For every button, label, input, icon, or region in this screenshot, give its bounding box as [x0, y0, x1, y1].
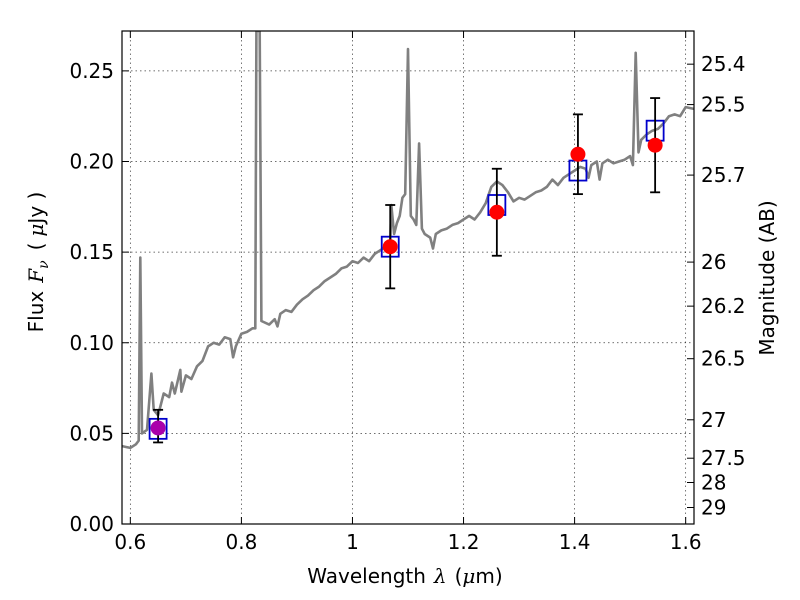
spectrum-line [122, 31, 694, 450]
x-tick-label: 1.6 [670, 530, 702, 554]
magnitude-tick-label: 25.7 [701, 163, 746, 187]
plot-frame [121, 30, 695, 525]
magnitude-tick-label: 25.4 [701, 52, 746, 76]
magnitude-tick-label: 27.5 [701, 446, 746, 470]
magnitude-tick-label: 26 [701, 250, 726, 274]
magnitude-tick-label: 28 [701, 470, 726, 494]
observed-photometry-points [150, 97, 663, 444]
x-tick-label: 1.2 [448, 530, 480, 554]
y-tick-label: 0.15 [69, 240, 114, 264]
magnitude-tick-label: 26.2 [701, 294, 746, 318]
magnitude-tick-label: 27 [701, 408, 726, 432]
right-axis-label: Magnitude (AB) [755, 200, 779, 355]
magnitude-tick-label: 26.5 [701, 347, 746, 371]
x-tick-label: 1 [346, 530, 359, 554]
y-tick-label: 0.10 [69, 331, 114, 355]
observed-point [570, 146, 586, 162]
y-axis-label: FluxFν(μJy ) [24, 192, 52, 333]
x-tick-label: 0.8 [225, 530, 257, 554]
y-tick-label: 0.05 [69, 421, 114, 445]
y-tick-label: 0.20 [69, 150, 114, 174]
magnitude-tick-label: 25.5 [701, 93, 746, 117]
observed-point [647, 137, 663, 153]
x-tick-label: 1.4 [559, 530, 591, 554]
x-tick-label: 0.6 [114, 530, 146, 554]
observed-point [489, 204, 505, 220]
y-tick-label: 0.00 [69, 512, 114, 536]
y-tick-label: 0.25 [69, 59, 114, 83]
axis-ticks: 0.6 0.8 1 1.2 1.4 1.6 0.00 0.05 0.10 0.15 0.20 0.25… [69, 31, 746, 554]
observed-point [382, 239, 398, 255]
magnitude-tick-label: 29 [701, 496, 726, 520]
spectrum-series [122, 31, 694, 450]
observed-point [150, 420, 166, 436]
x-axis-label: Wavelength λ (μm) [307, 564, 502, 588]
